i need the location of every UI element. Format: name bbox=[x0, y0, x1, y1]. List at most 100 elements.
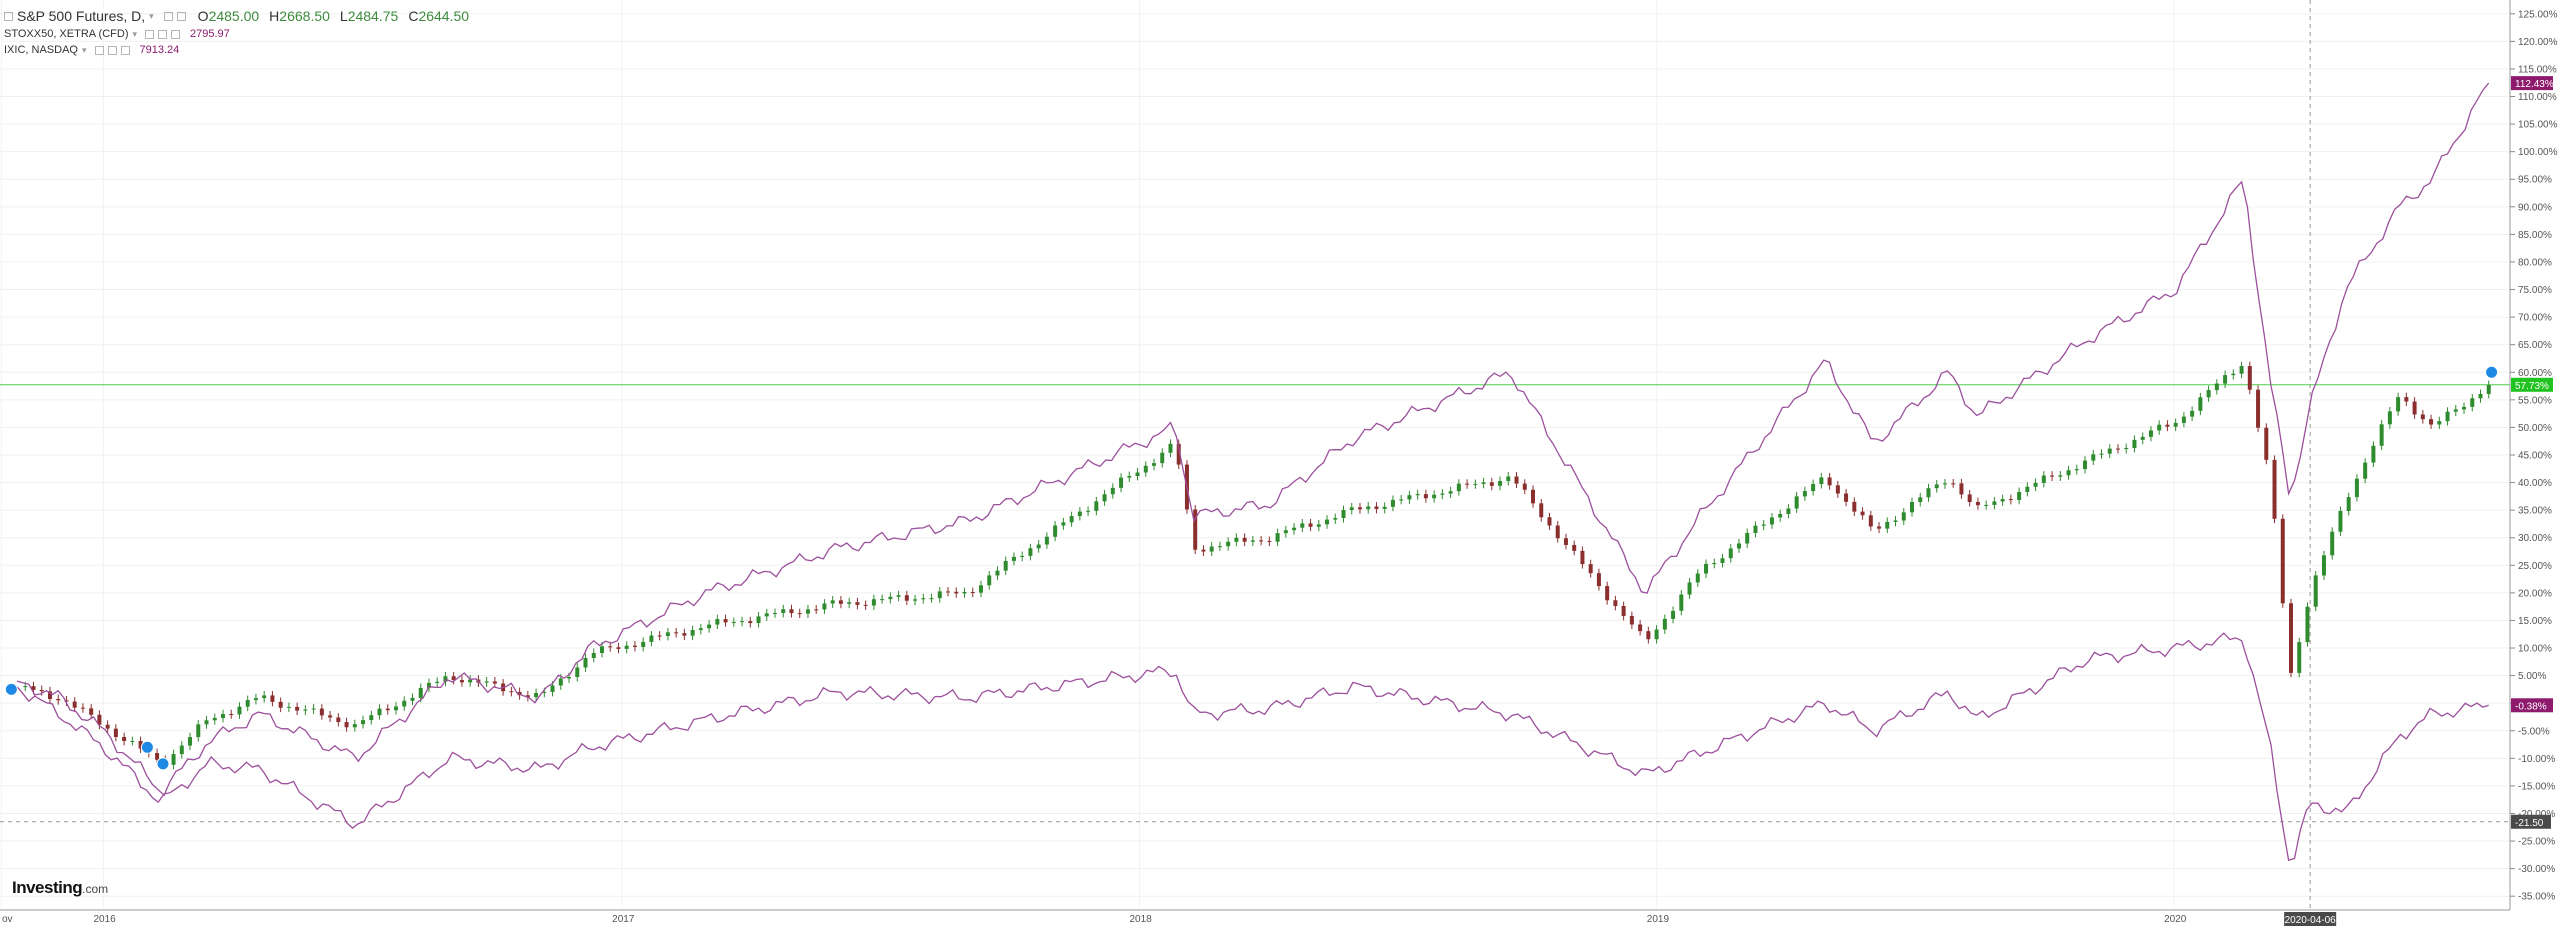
candle bbox=[1959, 478, 1964, 499]
candle bbox=[1811, 479, 1816, 496]
candle-body bbox=[1366, 506, 1371, 510]
high-value: 2668.50 bbox=[279, 8, 330, 24]
candle bbox=[2363, 458, 2368, 484]
candle-body bbox=[2124, 447, 2129, 450]
visibility-icon[interactable] bbox=[107, 45, 117, 55]
collapse-icon[interactable] bbox=[4, 11, 13, 21]
compare-symbol-ixic: IXIC, NASDAQ bbox=[4, 43, 78, 56]
candle bbox=[1061, 517, 1066, 530]
badge-box bbox=[2511, 76, 2553, 91]
candle-body bbox=[2239, 366, 2244, 374]
candle-body bbox=[1193, 509, 1198, 550]
candle bbox=[1242, 533, 1247, 547]
visibility-icon[interactable] bbox=[176, 11, 186, 21]
candle bbox=[2165, 420, 2170, 432]
candle bbox=[2190, 406, 2195, 422]
chevron-down-icon[interactable]: ▾ bbox=[81, 44, 87, 55]
candle bbox=[2247, 361, 2252, 395]
candle-body bbox=[220, 714, 225, 718]
candle-body bbox=[954, 591, 959, 594]
candle-body bbox=[822, 603, 827, 610]
candle bbox=[805, 604, 810, 619]
candle-body bbox=[896, 595, 901, 597]
candle-body bbox=[188, 737, 193, 746]
candle bbox=[2058, 470, 2063, 482]
visibility-icon[interactable] bbox=[158, 29, 168, 39]
candle-body bbox=[987, 575, 992, 586]
candle-body bbox=[2157, 424, 2162, 431]
candle-body bbox=[756, 616, 761, 624]
main-symbol-title: S&P 500 Futures, D, bbox=[17, 8, 146, 24]
candle-body bbox=[624, 645, 629, 649]
candle-body bbox=[369, 715, 374, 721]
candle bbox=[435, 677, 440, 688]
candle-body bbox=[715, 619, 720, 625]
candle-body bbox=[1176, 443, 1181, 465]
candle bbox=[1786, 504, 1791, 519]
candle bbox=[525, 690, 530, 702]
candle bbox=[1951, 478, 1956, 488]
candle-body bbox=[1522, 483, 1527, 490]
candle bbox=[1489, 477, 1494, 491]
candle bbox=[855, 597, 860, 610]
chevron-down-icon[interactable]: ▾ bbox=[149, 10, 154, 21]
candle-body bbox=[847, 602, 852, 604]
candle-body bbox=[929, 598, 934, 600]
remove-icon[interactable] bbox=[171, 29, 181, 39]
candle-body bbox=[155, 753, 160, 760]
badge-label: -0.38% bbox=[2515, 701, 2547, 712]
candle bbox=[2099, 449, 2104, 459]
candle-body bbox=[295, 706, 300, 711]
candle bbox=[352, 719, 357, 732]
settings-icon[interactable] bbox=[163, 11, 173, 21]
candle bbox=[1094, 496, 1099, 516]
candle bbox=[1844, 489, 1849, 507]
candle-body bbox=[2396, 397, 2401, 412]
x-tick-label: 2016 bbox=[93, 914, 116, 925]
settings-icon[interactable] bbox=[145, 29, 155, 39]
candle-body bbox=[740, 621, 745, 623]
candle-body bbox=[649, 635, 654, 642]
candle-body bbox=[435, 681, 440, 683]
candle bbox=[1778, 509, 1783, 522]
candle-body bbox=[1044, 536, 1049, 545]
candle bbox=[2083, 456, 2088, 474]
candle-body bbox=[1852, 501, 1857, 512]
candle bbox=[2313, 571, 2318, 612]
candle bbox=[1695, 569, 1700, 587]
chevron-down-icon[interactable]: ▾ bbox=[132, 28, 138, 39]
candle-body bbox=[1209, 546, 1214, 552]
candle bbox=[2429, 414, 2434, 429]
candle-body bbox=[2247, 366, 2252, 390]
remove-icon[interactable] bbox=[120, 45, 130, 55]
candle bbox=[1053, 521, 1058, 542]
candle-body bbox=[122, 736, 127, 742]
legend-row-stoxx[interactable]: STOXX50, XETRA (CFD) ▾ 2795.97 bbox=[4, 26, 469, 42]
legend-row-ixic[interactable]: IXIC, NASDAQ ▾ 7913.24 bbox=[4, 42, 469, 58]
candle-body bbox=[1143, 465, 1148, 473]
candle-body bbox=[2420, 414, 2425, 420]
candle-body bbox=[1580, 550, 1585, 565]
settings-icon[interactable] bbox=[94, 45, 104, 55]
candle-body bbox=[937, 591, 942, 599]
y-tick-label: -5.00% bbox=[2518, 726, 2550, 737]
candle bbox=[2025, 482, 2030, 497]
candle-body bbox=[558, 678, 563, 686]
candle bbox=[797, 608, 802, 619]
candle-body bbox=[1498, 480, 1503, 486]
candle-body bbox=[665, 632, 670, 637]
badge-box bbox=[2511, 698, 2553, 713]
candle-body bbox=[830, 600, 835, 604]
candle bbox=[748, 616, 753, 628]
candle bbox=[2321, 550, 2326, 580]
y-tick-label: 105.00% bbox=[2518, 120, 2558, 131]
candle-body bbox=[2256, 389, 2261, 428]
legend-row-main[interactable]: S&P 500 Futures, D, ▾ O2485.00 H2668.50 … bbox=[4, 6, 469, 26]
candle-body bbox=[1761, 524, 1766, 526]
candle-body bbox=[1036, 544, 1041, 549]
candle-body bbox=[797, 613, 802, 615]
candle bbox=[1942, 478, 1947, 489]
